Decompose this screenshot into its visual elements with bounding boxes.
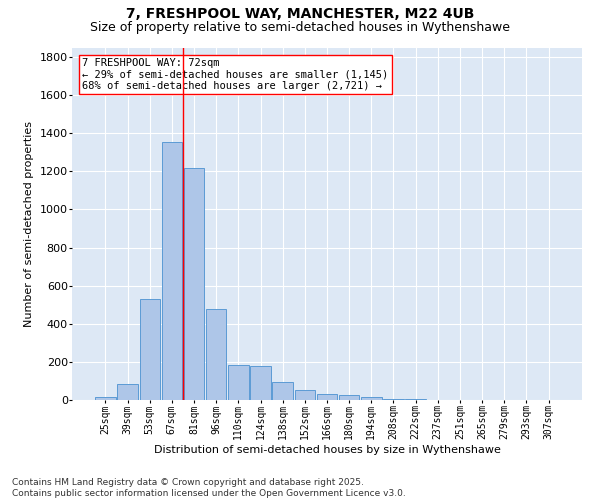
Bar <box>406 399 426 400</box>
Bar <box>361 396 382 400</box>
Bar <box>95 396 116 400</box>
Bar <box>161 142 182 400</box>
Bar <box>206 310 226 400</box>
Bar <box>250 366 271 400</box>
Text: Contains HM Land Registry data © Crown copyright and database right 2025.
Contai: Contains HM Land Registry data © Crown c… <box>12 478 406 498</box>
Bar <box>184 168 204 400</box>
Bar <box>317 394 337 400</box>
Text: 7, FRESHPOOL WAY, MANCHESTER, M22 4UB: 7, FRESHPOOL WAY, MANCHESTER, M22 4UB <box>126 8 474 22</box>
X-axis label: Distribution of semi-detached houses by size in Wythenshawe: Distribution of semi-detached houses by … <box>154 445 500 455</box>
Bar <box>228 365 248 400</box>
Bar <box>383 399 404 400</box>
Bar <box>140 299 160 400</box>
Y-axis label: Number of semi-detached properties: Number of semi-detached properties <box>24 120 34 327</box>
Bar <box>339 395 359 400</box>
Text: 7 FRESHPOOL WAY: 72sqm
← 29% of semi-detached houses are smaller (1,145)
68% of : 7 FRESHPOOL WAY: 72sqm ← 29% of semi-det… <box>82 58 388 92</box>
Bar <box>295 390 315 400</box>
Bar <box>118 384 138 400</box>
Text: Size of property relative to semi-detached houses in Wythenshawe: Size of property relative to semi-detach… <box>90 21 510 34</box>
Bar <box>272 382 293 400</box>
